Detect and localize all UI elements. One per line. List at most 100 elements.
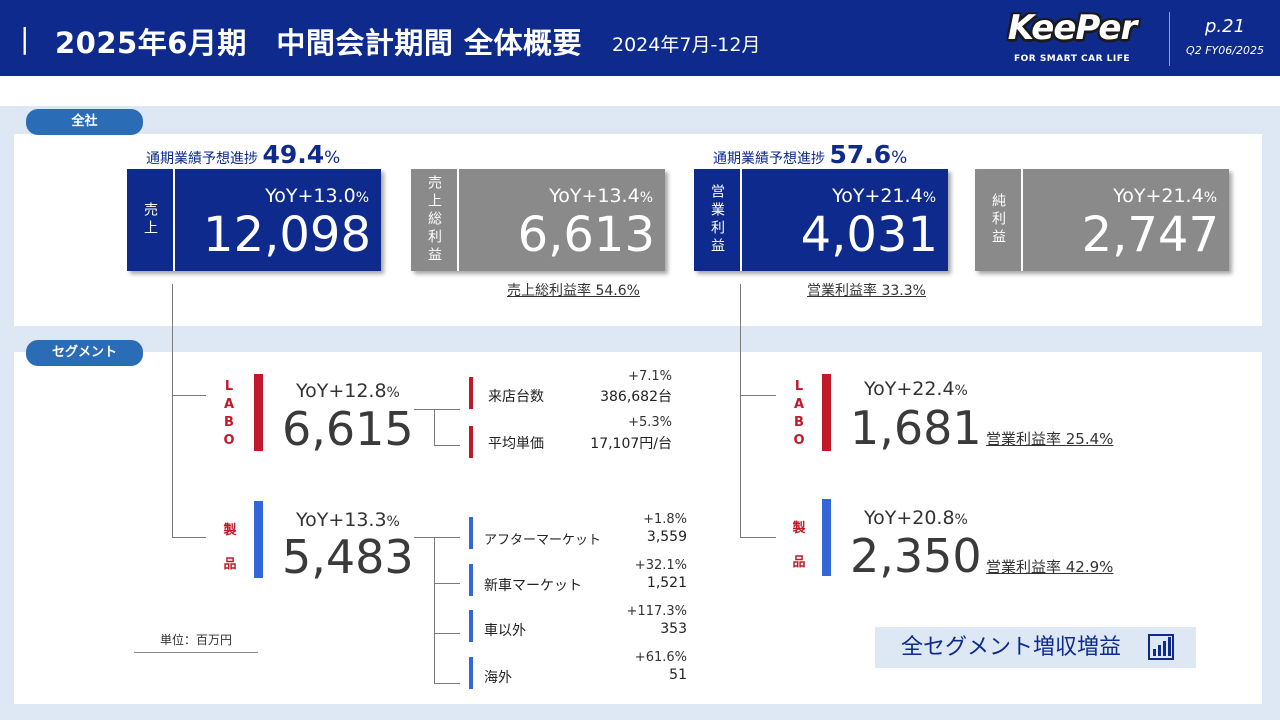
progress-unit: % — [324, 148, 341, 168]
labo-sub-value-avgprice: 17,107円/台 — [590, 436, 672, 452]
yoy-prefix: YoY+ — [864, 378, 913, 400]
fiscal-period-code: Q2 FY06/2025 — [1186, 44, 1264, 57]
labo-letter: B — [794, 415, 804, 430]
kpi-yoy: YoY+21.4% — [1113, 185, 1217, 207]
kpi-operating-profit: 営業利益 YoY+21.4% 4,031 — [694, 169, 948, 271]
labo-sub-bar-avgprice — [469, 426, 473, 458]
profit-tree-trunk — [740, 284, 741, 538]
labo-sub-change-visits: +7.1% — [628, 369, 672, 384]
product-char: 製 — [792, 521, 806, 536]
labo-letter: L — [794, 379, 804, 394]
kpi-label-box: 純利益 — [975, 169, 1023, 271]
kpi-label: 売上 — [142, 202, 158, 238]
profit-product-bar — [822, 499, 831, 576]
product-char: 製 — [223, 523, 237, 538]
yoy-value: 13.3 — [344, 509, 387, 531]
yoy-value: 21.4 — [880, 185, 923, 207]
kpi-yoy: YoY+21.4% — [832, 185, 936, 207]
yoy-value: 13.4 — [597, 185, 640, 207]
labo-letter: O — [793, 433, 805, 448]
logo-tagline: FOR SMART CAR LIFE — [1013, 54, 1131, 64]
yoy-value: 13.0 — [313, 185, 356, 207]
product-sub-label-noncar: 車以外 — [484, 623, 526, 639]
sales-labo-yoy: YoY+12.8% — [296, 380, 400, 402]
yoy-prefix: YoY+ — [296, 509, 345, 531]
sales-product-label: 製品 — [220, 514, 240, 582]
labo-letter: O — [223, 433, 235, 448]
profit-labo-bar — [822, 374, 831, 451]
profit-product-yoy: YoY+20.8% — [864, 507, 968, 529]
profit-labo-yoy: YoY+22.4% — [864, 378, 968, 400]
kpi-gross-profit: 売上総利益 YoY+13.4% 6,613 — [411, 169, 665, 271]
labo-sub-change-avgprice: +5.3% — [628, 415, 672, 430]
progress-unit: % — [891, 148, 908, 168]
yoy-prefix: YoY+ — [864, 507, 913, 529]
product-char: 品 — [223, 557, 237, 572]
title-bar-mark: | — [20, 22, 30, 55]
sales-product-bar — [254, 501, 263, 578]
labo-letter: L — [224, 379, 234, 394]
sales-tree-branch-product — [172, 537, 206, 538]
kpi-label: 純利益 — [990, 193, 1006, 247]
labo-sub-connector — [414, 409, 460, 410]
labo-letter: A — [223, 397, 235, 412]
sales-forecast-progress: 通期業績予想進捗 49.4% — [146, 140, 340, 169]
product-sub-value-newcar: 1,521 — [646, 575, 687, 591]
profit-tree-branch-labo — [740, 395, 776, 396]
page-number: p.21 — [1204, 16, 1246, 37]
yoy-value: 20.8 — [912, 507, 955, 529]
yoy-unit: % — [355, 190, 369, 206]
labo-sub-label-visits: 来店台数 — [488, 389, 544, 405]
labo-letter: B — [224, 415, 234, 430]
product-sub-change-overseas: +61.6% — [634, 650, 687, 665]
yoy-unit: % — [954, 383, 968, 399]
product-sub-label-aftermarket: アフターマーケット — [484, 533, 602, 548]
kpi-value: 4,031 — [800, 207, 938, 263]
summary-banner: 全セグメント増収増益 — [875, 627, 1196, 668]
product-sub-bar-newcar — [469, 564, 473, 596]
header-divider — [1169, 12, 1170, 66]
product-sub-bar-overseas — [469, 657, 473, 689]
product-sub-label-newcar: 新車マーケット — [484, 578, 582, 594]
labo-sub-bar-visits — [469, 377, 473, 409]
kpi-yoy: YoY+13.0% — [265, 185, 369, 207]
yoy-value: 12.8 — [344, 380, 387, 402]
unit-underline — [134, 652, 258, 653]
kpi-yoy: YoY+13.4% — [549, 185, 653, 207]
yoy-prefix: YoY+ — [296, 380, 345, 402]
labo-sub-label-avgprice: 平均単価 — [488, 436, 544, 452]
profit-tree-branch-product — [740, 537, 776, 538]
unit-note: 単位：百万円 — [159, 633, 232, 647]
product-sub-connector-2 — [434, 583, 460, 584]
yoy-unit: % — [639, 190, 653, 206]
sales-product-value: 5,483 — [282, 530, 414, 584]
product-sub-change-newcar: +32.1% — [634, 558, 687, 573]
kpi-label-box: 営業利益 — [694, 169, 742, 271]
yoy-value: 22.4 — [912, 378, 955, 400]
product-sub-value-noncar: 353 — [660, 621, 687, 637]
yoy-value: 21.4 — [1161, 185, 1204, 207]
op-margin-note: 営業利益率 33.3% — [807, 283, 926, 299]
kpi-label: 営業利益 — [709, 184, 725, 256]
progress-value: 57.6 — [829, 140, 892, 169]
period-label: 2024年7月-12月 — [612, 34, 761, 56]
keeper-logo: KeePer FOR SMART CAR LIFE — [998, 8, 1146, 66]
page-header: | 2025年6月期 中間会計期間 全体概要 2024年7月-12月 KeePe… — [0, 0, 1280, 76]
yoy-prefix: YoY+ — [1113, 185, 1162, 207]
kpi-value: 2,747 — [1081, 207, 1219, 263]
kpi-value: 6,613 — [517, 207, 655, 263]
profit-product-label: 製品 — [789, 512, 809, 580]
bar-chart-icon — [1148, 634, 1174, 660]
yoy-unit: % — [386, 514, 400, 530]
yoy-unit: % — [386, 385, 400, 401]
progress-label: 通期業績予想進捗 — [146, 151, 258, 167]
kpi-sales: 売上 YoY+13.0% 12,098 — [127, 169, 381, 271]
product-sub-bar-aftermarket — [469, 517, 473, 549]
progress-value: 49.4 — [262, 140, 325, 169]
gross-margin-note: 売上総利益率 54.6% — [507, 283, 640, 299]
overall-tag: 全社 — [26, 109, 143, 135]
product-sub-change-noncar: +117.3% — [626, 604, 687, 619]
segment-tag: セグメント — [26, 340, 143, 366]
